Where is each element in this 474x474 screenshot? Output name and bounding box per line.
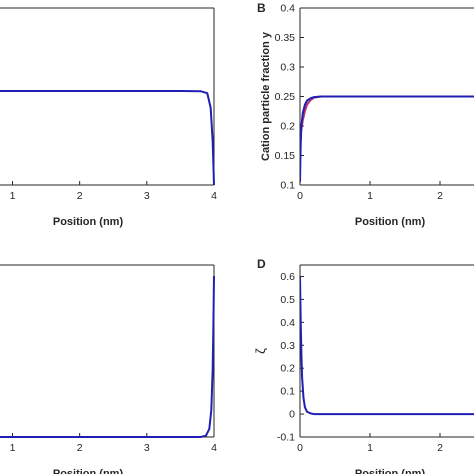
x-tick-label: 1 xyxy=(10,190,16,202)
y-tick-label: 0.35 xyxy=(275,32,296,44)
y-tick-label: -0.1 xyxy=(277,432,295,444)
x-tick-label: 2 xyxy=(77,190,83,202)
x-axis-label: Position (nm) xyxy=(53,216,124,228)
y-tick-label: 0.5 xyxy=(280,294,295,306)
y-tick-label: 0.2 xyxy=(280,121,295,133)
x-axis-label: Position (nm) xyxy=(355,216,426,228)
series-line xyxy=(300,95,474,183)
panel-c: 1 2 3 4 Position (nm) xyxy=(0,264,217,474)
x-tick-label: 0 xyxy=(297,442,303,454)
x-tick-label: 2 xyxy=(437,190,443,202)
x-tick-label: 0 xyxy=(297,190,303,202)
y-tick-label: 0.4 xyxy=(280,317,295,329)
panel-letter: B xyxy=(257,1,266,15)
series-line xyxy=(0,275,215,438)
x-tick-label: 2 xyxy=(77,442,83,454)
y-axis-label: Cation particle fraction y xyxy=(260,31,272,161)
y-tick-label: 0.3 xyxy=(280,62,295,74)
y-tick-label: 0.1 xyxy=(280,180,295,192)
x-tick-label: 1 xyxy=(367,190,373,202)
y-tick-label: 0.6 xyxy=(280,271,295,283)
y-tick-label: 0 xyxy=(289,409,295,421)
x-tick-label: 4 xyxy=(211,442,217,454)
panel-letter: D xyxy=(257,257,266,271)
x-tick-label: 3 xyxy=(144,190,150,202)
series-line xyxy=(300,276,474,416)
y-tick-label: 0.4 xyxy=(280,3,295,15)
x-tick-label: 2 xyxy=(437,442,443,454)
panel-b: 0 1 2 0.1 0.15 0.2 0.25 0.3 0.35 0.4 Position (nm)… xyxy=(257,1,474,228)
y-tick-label: 0.15 xyxy=(275,150,296,162)
panel-a: 1 2 3 4 Position (nm) xyxy=(0,7,217,228)
series-line xyxy=(0,90,215,186)
x-axis-label: Position (nm) xyxy=(53,468,124,474)
series-line xyxy=(300,95,474,141)
x-tick-label: 3 xyxy=(144,442,150,454)
y-tick-label: 0.3 xyxy=(280,340,295,352)
y-tick-label: 0.2 xyxy=(280,363,295,375)
x-tick-label: 4 xyxy=(211,190,217,202)
x-tick-label: 1 xyxy=(10,442,16,454)
y-axis-label: ζ xyxy=(253,348,268,354)
y-tick-label: 0.1 xyxy=(280,386,295,398)
y-tick-label: 0.25 xyxy=(275,91,296,103)
x-axis-label: Position (nm) xyxy=(355,468,426,474)
x-tick-label: 1 xyxy=(367,442,373,454)
